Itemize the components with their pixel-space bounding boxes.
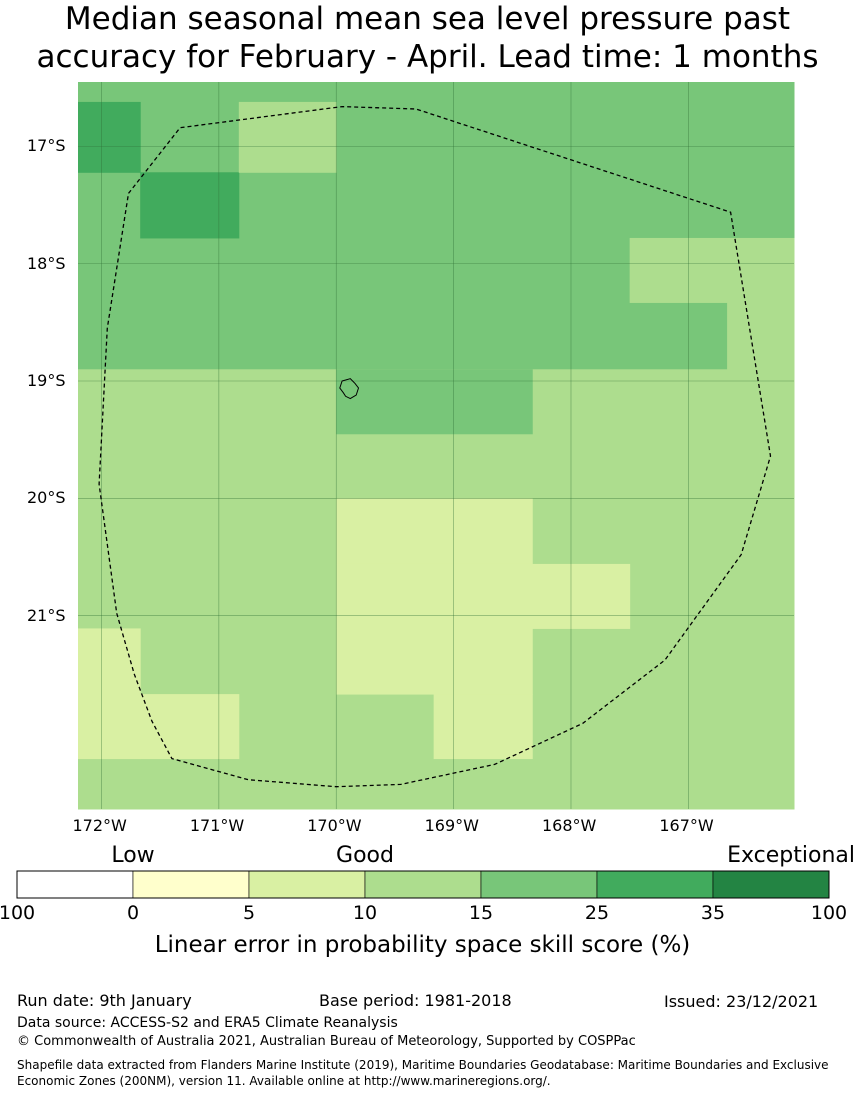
colorbar-segment	[364, 870, 482, 899]
colorbar-tick-label: 0	[126, 902, 140, 924]
colorbar-label: Linear error in probability space skill …	[154, 932, 691, 958]
colorbar-tick-label: 15	[468, 902, 494, 924]
colorbar-segment	[132, 870, 250, 899]
skill-cell	[336, 498, 533, 565]
colorbar-segment	[248, 870, 366, 899]
skill-cell	[629, 237, 795, 303]
skill-cell	[727, 302, 795, 370]
skill-cell	[336, 563, 631, 629]
longitude-label: 171°W	[189, 816, 245, 835]
latitude-label: 18°S	[27, 253, 66, 273]
colorbar-tick-label: 100	[810, 902, 848, 924]
eez-boundary	[98, 105, 772, 788]
skill-grid	[78, 82, 795, 810]
colorbar-tick-label: 35	[700, 902, 726, 924]
colorbar-segment	[480, 870, 598, 899]
skill-cell	[336, 369, 533, 435]
skill-cell	[78, 628, 141, 760]
colorbar-category-label: Low	[111, 843, 155, 868]
colorbar-category-label: Exceptional	[727, 843, 855, 868]
latitude-label: 17°S	[27, 136, 66, 156]
skill-cell	[238, 101, 337, 173]
colorbar-tick-label: 100	[0, 902, 36, 924]
map-figure	[78, 82, 795, 810]
colorbar-category-label: Good	[336, 843, 394, 868]
longitude-label: 168°W	[541, 816, 597, 835]
shapefile-credit: Shapefile data extracted from Flanders M…	[17, 1058, 829, 1088]
run-date: Run date: 9th January	[17, 991, 192, 1010]
base-period: Base period: 1981-2018	[319, 991, 512, 1010]
title-line-2: accuracy for February - April. Lead time…	[36, 39, 819, 75]
graticule	[78, 82, 794, 809]
skill-cell	[78, 101, 141, 173]
skill-cell	[140, 172, 240, 239]
latitude-label: 20°S	[27, 488, 66, 508]
niue-island-outline	[339, 378, 360, 400]
colorbar-tick-label: 25	[584, 902, 610, 924]
latitude-label: 19°S	[27, 371, 66, 390]
colorbar-frame	[16, 870, 830, 899]
longitude-label: 172°W	[72, 816, 127, 835]
title-line-1: Median seasonal mean sea level pressure …	[64, 1, 791, 37]
data-source: Data source: ACCESS-S2 and ERA5 Climate …	[17, 1015, 398, 1031]
skill-cell	[433, 694, 533, 760]
skill-cell	[336, 628, 533, 695]
map-title: Median seasonal mean sea level pressure …	[0, 0, 855, 76]
copyright: © Commonwealth of Australia 2021, Austra…	[17, 1034, 636, 1049]
colorbar-segment	[712, 870, 830, 899]
longitude-label: 167°W	[659, 816, 714, 835]
skill-cell	[140, 694, 240, 760]
colorbar-tick-label: 10	[352, 902, 378, 924]
longitude-label: 170°W	[307, 816, 362, 835]
issued-date: Issued: 23/12/2021	[664, 992, 819, 1011]
colorbar-tick-label: 5	[242, 902, 256, 924]
longitude-label: 169°W	[424, 816, 479, 835]
colorbar	[16, 870, 830, 899]
colorbar-segment	[596, 870, 714, 899]
colorbar-segment	[16, 870, 134, 899]
latitude-label: 21°S	[27, 605, 66, 625]
